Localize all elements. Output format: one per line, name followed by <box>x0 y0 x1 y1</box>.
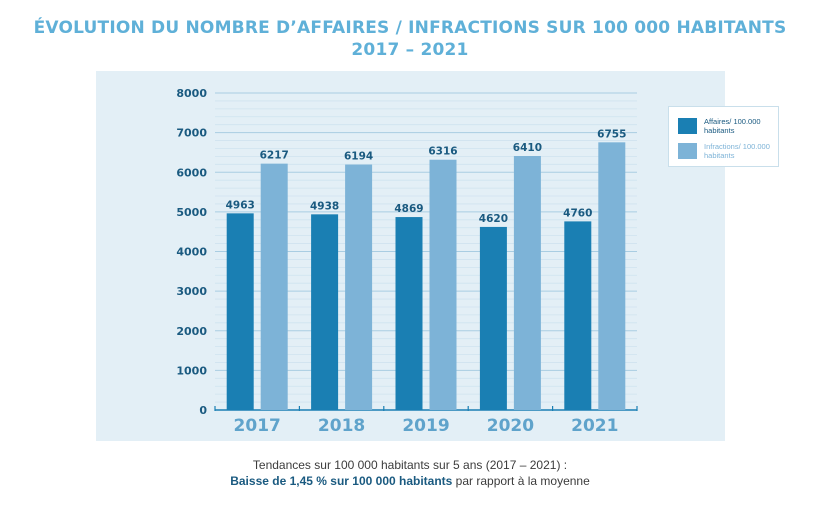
bar-affaires-2018 <box>311 214 339 410</box>
bar-affaires-2019 <box>395 217 423 410</box>
footnote-trend: Tendances sur 100 000 habitants sur 5 an… <box>252 458 568 472</box>
y-tick-label: 5000 <box>176 206 207 219</box>
bar-infractions-2021 <box>598 142 626 410</box>
bar-affaires-2021 <box>564 221 592 410</box>
data-label: 6316 <box>428 146 457 158</box>
data-label: 6410 <box>513 142 542 154</box>
bar-infractions-2020 <box>513 156 541 410</box>
footnote-summary: Baisse de 1,45 % sur 100 000 habitants p… <box>0 474 820 488</box>
y-tick-label: 2000 <box>176 325 207 338</box>
x-category-label: 2018 <box>318 416 365 436</box>
x-category-label: 2021 <box>571 416 618 436</box>
data-label: 4963 <box>226 199 255 211</box>
data-label: 6217 <box>260 150 289 162</box>
y-tick-label: 1000 <box>176 364 207 377</box>
data-label: 4620 <box>479 213 508 225</box>
y-tick-label: 6000 <box>176 166 207 179</box>
data-label: 4760 <box>563 207 592 219</box>
x-category-label: 2017 <box>234 416 281 436</box>
data-label: 6194 <box>344 151 373 163</box>
chart-subtitle: 2017 – 2021 <box>351 40 469 60</box>
bar-affaires-2020 <box>479 226 507 410</box>
y-tick-label: 0 <box>199 404 207 417</box>
footnote-summary-rest: par rapport à la moyenne <box>452 474 590 488</box>
bar-infractions-2019 <box>429 159 457 410</box>
data-label: 6755 <box>597 128 626 140</box>
footnote-summary-bold: Baisse de 1,45 % sur 100 000 habitants <box>230 474 453 488</box>
data-label: 4869 <box>394 203 423 215</box>
bar-infractions-2017 <box>260 163 288 410</box>
x-category-label: 2020 <box>487 416 534 436</box>
legend: Affaires/ 100.000 habitants Infractions/… <box>668 106 779 167</box>
y-tick-label: 3000 <box>176 285 207 298</box>
y-tick-label: 7000 <box>176 127 207 140</box>
legend-label-infractions: Infractions/ 100.000 habitants <box>704 142 770 160</box>
chart-title: ÉVOLUTION DU NOMBRE D’AFFAIRES / INFRACT… <box>33 18 787 38</box>
data-label: 4938 <box>310 200 339 212</box>
y-tick-label: 4000 <box>176 246 207 259</box>
legend-swatch-affaires <box>678 118 697 134</box>
y-tick-label: 8000 <box>176 87 207 100</box>
legend-label-affaires: Affaires/ 100.000 habitants <box>704 117 761 135</box>
bar-infractions-2018 <box>345 164 373 410</box>
bar-affaires-2017 <box>226 213 254 410</box>
x-category-label: 2019 <box>402 416 449 436</box>
legend-swatch-infractions <box>678 143 697 159</box>
